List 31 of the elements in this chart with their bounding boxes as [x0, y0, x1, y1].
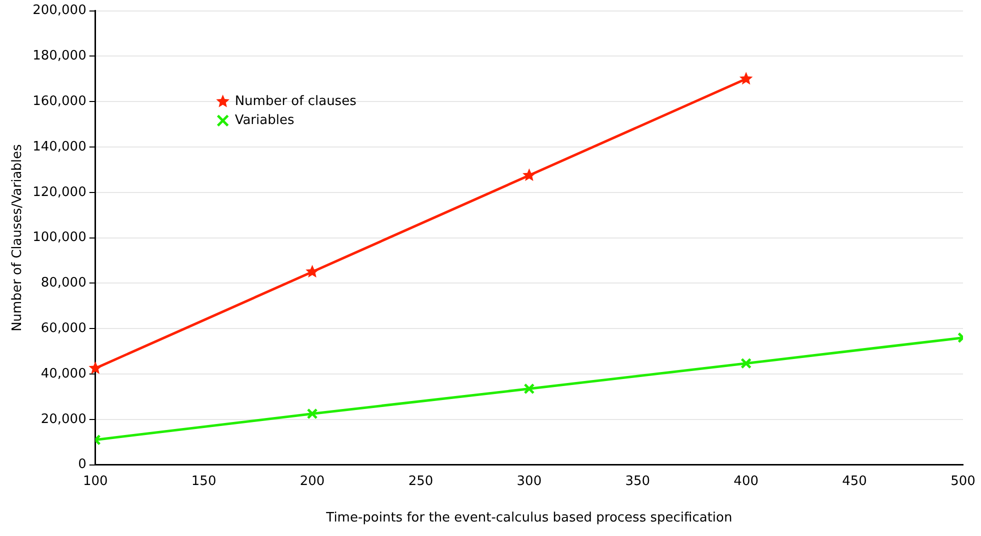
x-tick-label: 450	[842, 474, 867, 489]
y-tick-label: 160,000	[32, 94, 86, 109]
point	[739, 72, 753, 85]
y-tick-label: 40,000	[40, 366, 86, 382]
y-tick-label: 120,000	[32, 184, 86, 200]
y-tick-label: 20,000	[40, 412, 86, 427]
point	[88, 361, 102, 374]
y-tick-label: 80,000	[40, 276, 86, 291]
x-tick-label: 400	[734, 474, 759, 489]
point	[522, 168, 536, 182]
y-tick-label: 200,000	[32, 3, 86, 18]
point	[306, 408, 318, 420]
point	[740, 358, 752, 369]
x-tick-label: 300	[516, 474, 542, 489]
x-tick-label: 500	[950, 474, 976, 489]
y-axis-title: Number of Clauses/Variables	[10, 144, 26, 332]
x-tick-label: 200	[300, 474, 325, 489]
legend-label: Number of clauses	[234, 94, 357, 109]
y-tick-label: 60,000	[40, 320, 86, 336]
y-tick-label: 140,000	[32, 139, 86, 154]
x-tick-label: 100	[82, 474, 108, 489]
y-tick-label: 180,000	[32, 48, 86, 64]
x-tick-label: 350	[625, 474, 650, 489]
x-tick-label: 150	[191, 474, 216, 489]
legend-label: Variables	[234, 112, 294, 128]
point	[524, 383, 535, 394]
y-tick-label: 100,000	[32, 230, 86, 246]
x-axis-title: Time-points for the event-calculus based process specification	[325, 510, 732, 526]
point	[306, 264, 319, 278]
y-tick-label: 0	[78, 457, 86, 472]
x-tick-label: 250	[408, 474, 434, 489]
